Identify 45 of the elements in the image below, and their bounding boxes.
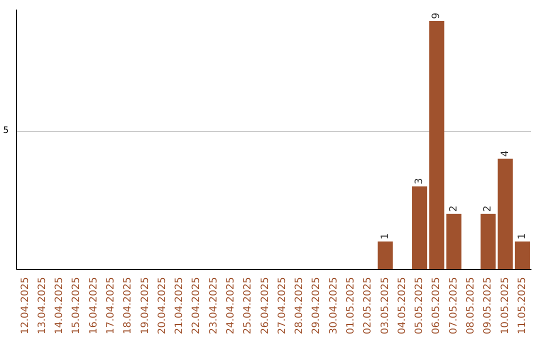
x-tick-label: 09.05.2025 bbox=[482, 277, 494, 334]
data-label: 4 bbox=[500, 150, 511, 157]
bar bbox=[446, 214, 462, 269]
x-tick-label: 17.04.2025 bbox=[106, 277, 117, 334]
x-tick-label: 21.04.2025 bbox=[174, 277, 186, 334]
data-label: 1 bbox=[380, 233, 391, 240]
x-tick-label: 02.05.2025 bbox=[362, 277, 374, 334]
x-tick-label: 15.04.2025 bbox=[71, 277, 82, 334]
x-tick-label: 29.04.2025 bbox=[311, 277, 322, 334]
bar bbox=[378, 241, 393, 269]
x-tick-label: 01.05.2025 bbox=[346, 277, 357, 334]
x-tick-label: 08.05.2025 bbox=[466, 277, 476, 334]
x-tick-label: 03.05.2025 bbox=[380, 277, 391, 334]
x-tick-label: 20.04.2025 bbox=[156, 277, 168, 334]
x-tick-label: 14.04.2025 bbox=[54, 277, 66, 334]
x-tick-label: 18.04.2025 bbox=[122, 277, 134, 334]
x-tick-label: 16.04.2025 bbox=[88, 277, 100, 334]
data-label: 2 bbox=[448, 206, 460, 212]
x-tick-label: 24.04.2025 bbox=[226, 277, 237, 334]
x-tick-label: 13.04.2025 bbox=[36, 277, 48, 334]
data-label: 3 bbox=[414, 178, 426, 184]
data-label: 9 bbox=[431, 12, 442, 20]
x-tick-label: 10.05.2025 bbox=[500, 277, 511, 334]
bar bbox=[514, 241, 530, 269]
bar bbox=[429, 21, 444, 269]
x-tick-label: 06.05.2025 bbox=[431, 277, 442, 334]
x-tick-label: 23.04.2025 bbox=[208, 277, 220, 334]
data-label: 2 bbox=[482, 206, 494, 212]
x-tick-label: 11.05.2025 bbox=[516, 277, 528, 334]
bar bbox=[498, 158, 513, 269]
y-tick-label: 5 bbox=[2, 126, 9, 136]
x-tick-label: 26.04.2025 bbox=[260, 277, 271, 334]
x-tick-label: 19.04.2025 bbox=[140, 277, 151, 334]
x-tick-label: 04.05.2025 bbox=[396, 277, 408, 334]
x-tick-label: 05.05.2025 bbox=[414, 277, 426, 334]
bar bbox=[480, 214, 496, 269]
x-tick-label: 27.04.2025 bbox=[276, 277, 288, 334]
x-tick-label: 22.04.2025 bbox=[191, 277, 202, 334]
x-tick-label: 07.05.2025 bbox=[448, 277, 460, 334]
x-tick-label: 25.04.2025 bbox=[242, 277, 254, 334]
x-tick-label: 30.04.2025 bbox=[328, 277, 340, 334]
data-label: 1 bbox=[516, 233, 528, 240]
x-tick-label: 12.04.2025 bbox=[20, 277, 31, 334]
bar bbox=[412, 186, 428, 269]
x-tick-label: 28.04.2025 bbox=[294, 277, 306, 334]
